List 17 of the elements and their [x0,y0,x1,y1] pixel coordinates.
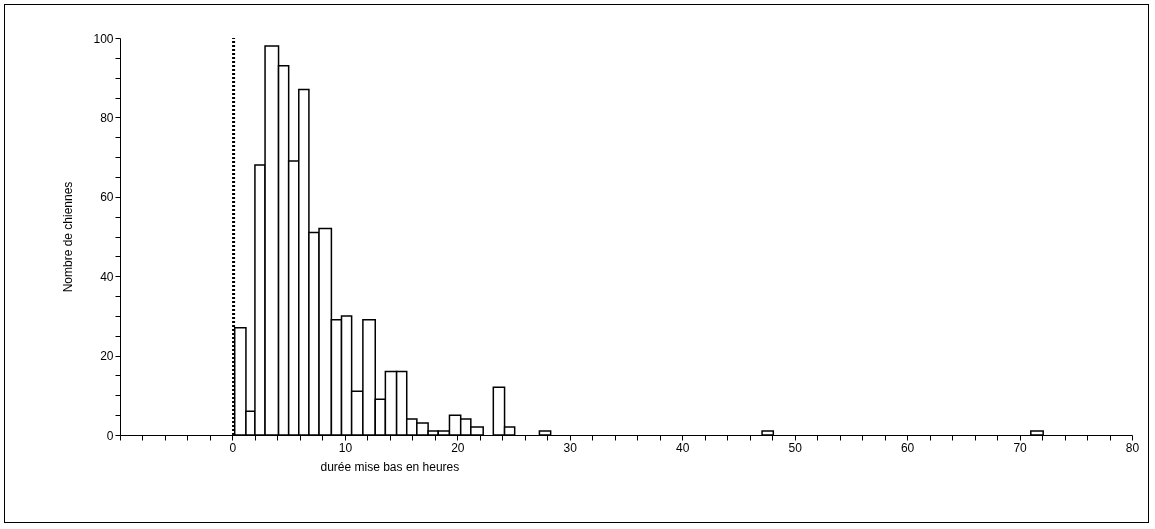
y-tick-label: 0 [106,428,114,443]
y-tick-label: 40 [100,269,114,284]
x-tick-label: 0 [229,440,237,455]
x-tick-label: 30 [563,440,578,455]
x-tick-label: 70 [1013,440,1028,455]
y-tick-label: 20 [100,349,114,364]
y-tick-label: 80 [100,110,114,125]
x-tick-label: 60 [900,440,915,455]
y-tick-label: 60 [100,190,114,205]
x-tick-label: 10 [338,440,353,455]
x-tick-label: 50 [788,440,803,455]
x-tick-label: 20 [451,440,465,455]
x-axis-title: durée mise bas en heures [320,459,460,474]
x-tick-label: 80 [1125,440,1140,455]
x-tick-label: 40 [676,440,690,455]
y-tick-label: 100 [93,31,114,46]
y-axis-title: Nombre de chiennes [61,181,76,293]
